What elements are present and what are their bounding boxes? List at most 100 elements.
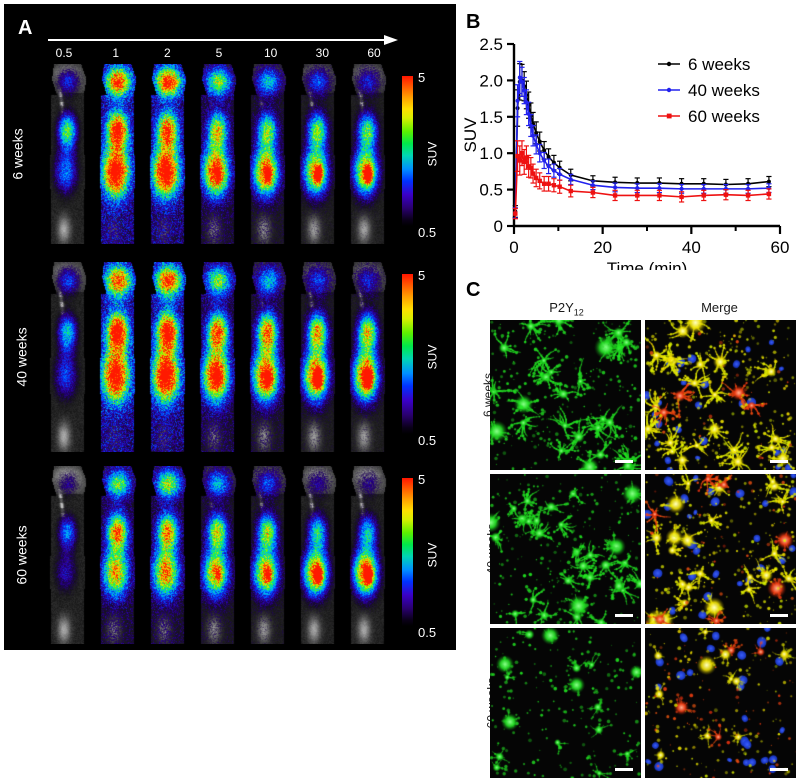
pet-canvas xyxy=(96,64,139,244)
panel-c-row-6-weeks: 6 weeks xyxy=(481,320,796,470)
scale-bar xyxy=(770,460,788,463)
if-image-p2y12-6-weeks xyxy=(490,320,641,470)
svg-text:20: 20 xyxy=(593,238,612,257)
svg-text:2.5: 2.5 xyxy=(479,35,503,54)
pet-image-6-weeks-2min xyxy=(146,64,189,244)
pet-image-60-weeks-2min xyxy=(146,466,189,644)
svg-text:1.5: 1.5 xyxy=(479,108,503,127)
pet-image-60-weeks-5min xyxy=(196,466,239,644)
colorbar-min-label: 0.5 xyxy=(418,225,437,240)
pet-image-40-weeks-2min xyxy=(146,262,189,452)
column-header-p2y12-subscript: 12 xyxy=(573,307,584,318)
time-arrow-icon xyxy=(48,35,398,45)
svg-text:40: 40 xyxy=(682,238,701,257)
pet-canvas xyxy=(196,466,239,644)
timepoint-label-2: 2 xyxy=(163,46,171,60)
pet-image-60-weeks-1min xyxy=(96,466,139,644)
colorbar-6-weeks: 5 SUV 0.5 xyxy=(396,68,450,240)
svg-text:60: 60 xyxy=(771,238,790,257)
pet-image-6-weeks-10min xyxy=(246,64,289,244)
colorbar-unit-label: SUV xyxy=(425,141,440,167)
column-header-p2y12-text: P2Y xyxy=(549,300,574,315)
pet-strip-40-weeks xyxy=(46,262,389,452)
colorbar-max-label: 5 xyxy=(418,472,426,487)
colorbar-60-weeks: 5 SUV 0.5 xyxy=(396,470,450,640)
colorbar-min-label: 0.5 xyxy=(418,433,437,448)
colorbar-unit-label: SUV xyxy=(425,344,440,370)
chart-legend: 6 weeks 40 weeks 60 weeks xyxy=(658,55,760,126)
pet-row-40-weeks: 40 weeks 5 SUV 0.5 xyxy=(13,262,452,452)
if-image-merge-60-weeks xyxy=(645,628,796,778)
pet-canvas xyxy=(96,262,139,452)
if-image-merge-40-weeks xyxy=(645,474,796,624)
pet-canvas xyxy=(246,64,289,244)
pet-image-40-weeks-60min xyxy=(346,262,389,452)
suv-time-activity-chart: 0 0.5 1.0 1.5 2.0 2.5 0 20 40 60 Time (min) SUV 6 we… xyxy=(462,35,789,270)
scale-bar xyxy=(770,614,788,617)
x-axis-ticks: 0 20 40 60 xyxy=(509,226,789,257)
pet-image-6-weeks-5min xyxy=(196,64,239,244)
svg-text:0: 0 xyxy=(494,217,503,236)
x-axis-label: Time (min) xyxy=(607,259,688,270)
pet-image-6-weeks-0-5min xyxy=(46,64,89,244)
svg-text:0.5: 0.5 xyxy=(479,181,503,200)
timepoint-label-1: 1 xyxy=(112,46,119,60)
pet-image-40-weeks-30min xyxy=(296,262,339,452)
pet-image-40-weeks-5min xyxy=(196,262,239,452)
pet-canvas xyxy=(46,262,89,452)
timepoint-label-5: 5 xyxy=(215,46,223,60)
pet-row-label-40-weeks: 40 weeks xyxy=(13,327,30,387)
colorbar-gradient xyxy=(402,76,413,226)
pet-canvas xyxy=(46,64,89,244)
pet-canvas xyxy=(46,466,89,644)
pet-row-60-weeks: 60 weeks 5 SUV 0.5 xyxy=(13,466,452,644)
panel-c-letter: C xyxy=(466,279,481,301)
if-canvas xyxy=(645,628,796,778)
panel-c-column-headers: P2Y12 Merge xyxy=(490,300,796,318)
pet-canvas xyxy=(246,466,289,644)
legend-label-60-weeks: 60 weeks xyxy=(688,107,760,126)
colorbar-min-label: 0.5 xyxy=(418,625,437,640)
pet-image-6-weeks-60min xyxy=(346,64,389,244)
if-canvas xyxy=(490,320,641,470)
if-image-p2y12-40-weeks xyxy=(490,474,641,624)
if-image-merge-6-weeks xyxy=(645,320,796,470)
pet-canvas xyxy=(296,262,339,452)
pet-canvas xyxy=(146,466,189,644)
pet-image-40-weeks-1min xyxy=(96,262,139,452)
pet-image-6-weeks-30min xyxy=(296,64,339,244)
colorbar-unit-label: SUV xyxy=(425,542,440,568)
svg-text:1.0: 1.0 xyxy=(479,144,503,163)
pet-row-label-60-weeks: 60 weeks xyxy=(13,525,30,585)
colorbar-max-label: 5 xyxy=(418,268,426,283)
panel-b-suv-timecourse: B 0 0.5 1.0 1.5 2.0 2.5 0 20 40 60 Time (min) SUV 6 … xyxy=(462,8,796,270)
timepoint-label-0-5: 0.5 xyxy=(55,46,73,60)
pet-image-6-weeks-1min xyxy=(96,64,139,244)
svg-text:2.0: 2.0 xyxy=(479,71,503,90)
pet-row-6-weeks: 6 weeks 5 SUV 0.5 xyxy=(10,64,452,244)
pet-canvas xyxy=(246,262,289,452)
y-axis-ticks: 0 0.5 1.0 1.5 2.0 2.5 xyxy=(479,35,514,236)
pet-strip-6-weeks xyxy=(46,64,389,244)
pet-canvas xyxy=(196,64,239,244)
pet-canvas xyxy=(146,64,189,244)
column-header-merge: Merge xyxy=(701,300,738,315)
column-header-p2y12: P2Y12 xyxy=(490,300,643,318)
svg-text:0: 0 xyxy=(509,238,518,257)
if-canvas xyxy=(490,628,641,778)
if-image-p2y12-60-weeks xyxy=(490,628,641,778)
if-canvas xyxy=(490,474,641,624)
pet-canvas xyxy=(296,466,339,644)
colorbar-max-label: 5 xyxy=(418,70,426,85)
pet-canvas xyxy=(196,262,239,452)
scale-bar xyxy=(615,460,633,463)
legend-label-40-weeks: 40 weeks xyxy=(688,81,760,100)
pet-canvas xyxy=(346,64,389,244)
pet-image-40-weeks-0-5min xyxy=(46,262,89,452)
pet-canvas xyxy=(146,262,189,452)
timepoint-label-60: 60 xyxy=(367,46,381,60)
colorbar-40-weeks: 5 SUV 0.5 xyxy=(396,266,450,448)
scale-bar xyxy=(615,614,633,617)
series-60-weeks xyxy=(512,140,772,220)
